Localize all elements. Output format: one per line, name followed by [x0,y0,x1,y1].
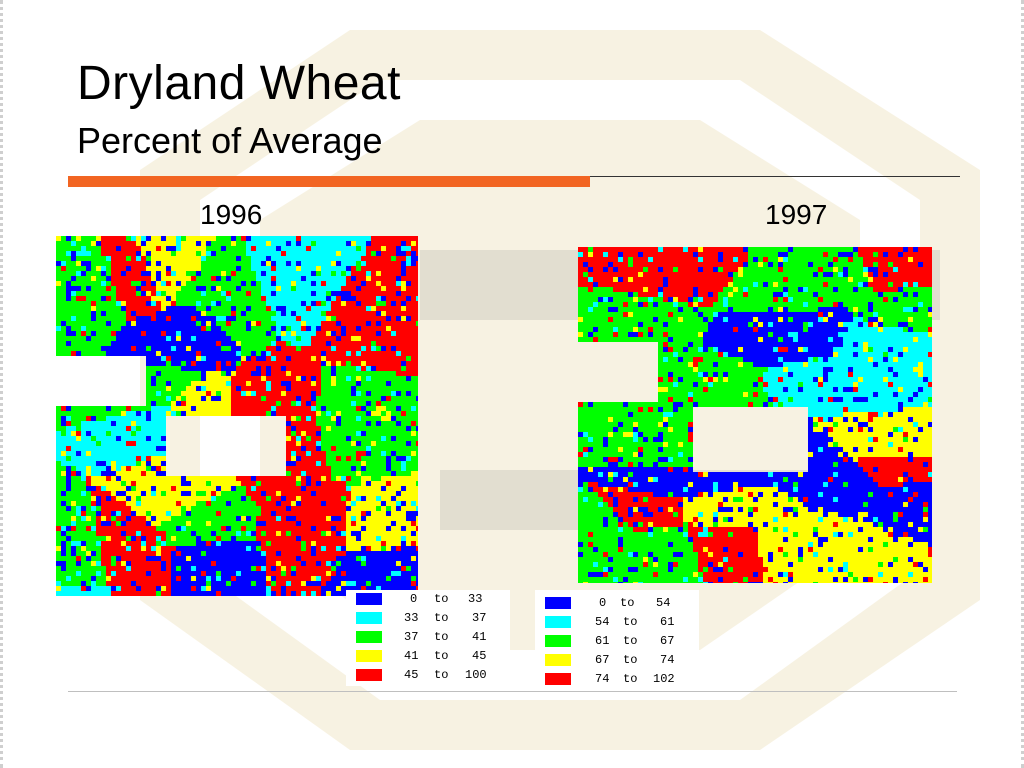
legend-high: 102 [653,672,675,686]
legend-sep: to [434,649,449,663]
legend-swatch [545,654,571,666]
legend-high: 41 [472,630,487,644]
legend-sep: to [434,668,449,682]
legend-1997: 0 to 54 54 to 61 61 to 67 67 to 74 74 to… [535,590,699,686]
legend-row: 41 to 45 [346,647,510,666]
slide-title: Dryland Wheat [77,57,401,110]
legend-row: 33 to 37 [346,609,510,628]
legend-low: 37 [404,630,419,644]
legend-sep: to [623,615,638,629]
slide-border-left [0,0,11,768]
legend-low: 74 [595,672,610,686]
yield-map-1997 [578,247,932,583]
legend-swatch [356,669,382,681]
legend-swatch [356,612,382,624]
legend-high: 61 [660,615,675,629]
legend-swatch [545,673,571,685]
title-accent-rule [68,176,590,187]
legend-swatch [356,593,382,605]
legend-low: 54 [595,615,610,629]
legend-swatch [356,650,382,662]
legend-row: 45 to 100 [346,666,510,685]
legend-high: 74 [660,653,675,667]
legend-sep: to [434,611,449,625]
legend-row: 0 to 33 [346,590,510,609]
legend-swatch [545,635,571,647]
legend-row: 0 to 54 [535,594,699,613]
legend-row: 67 to 74 [535,651,699,670]
legend-swatch [545,597,571,609]
legend-sep: to [623,634,638,648]
year-label-1997: 1997 [765,199,828,230]
legend-low: 67 [595,653,610,667]
legend-high: 67 [660,634,675,648]
slide-subtitle: Percent of Average [77,120,383,161]
legend-row: 54 to 61 [535,613,699,632]
footer-divider-line [68,691,957,692]
title-divider-line [590,176,960,177]
legend-1996: 0 to 33 33 to 37 37 to 41 41 to 45 45 to… [346,590,510,686]
legend-row: 37 to 41 [346,628,510,647]
legend-low: 0 [599,596,607,610]
legend-low: 33 [404,611,419,625]
legend-low: 45 [404,668,419,682]
legend-sep: to [623,672,638,686]
legend-high: 54 [656,596,671,610]
legend-low: 61 [595,634,610,648]
legend-sep: to [434,630,449,644]
legend-high: 45 [472,649,487,663]
legend-high: 33 [468,592,483,606]
legend-sep: to [434,592,449,606]
legend-sep: to [620,596,635,610]
legend-swatch [356,631,382,643]
legend-low: 0 [410,592,418,606]
legend-row: 61 to 67 [535,632,699,651]
legend-sep: to [623,653,638,667]
legend-high: 100 [465,668,487,682]
year-label-1996: 1996 [200,199,263,230]
legend-swatch [545,616,571,628]
slide-border-right [1013,0,1024,768]
yield-map-1996 [56,236,418,596]
legend-row: 74 to 102 [535,670,699,689]
legend-low: 41 [404,649,419,663]
legend-high: 37 [472,611,487,625]
